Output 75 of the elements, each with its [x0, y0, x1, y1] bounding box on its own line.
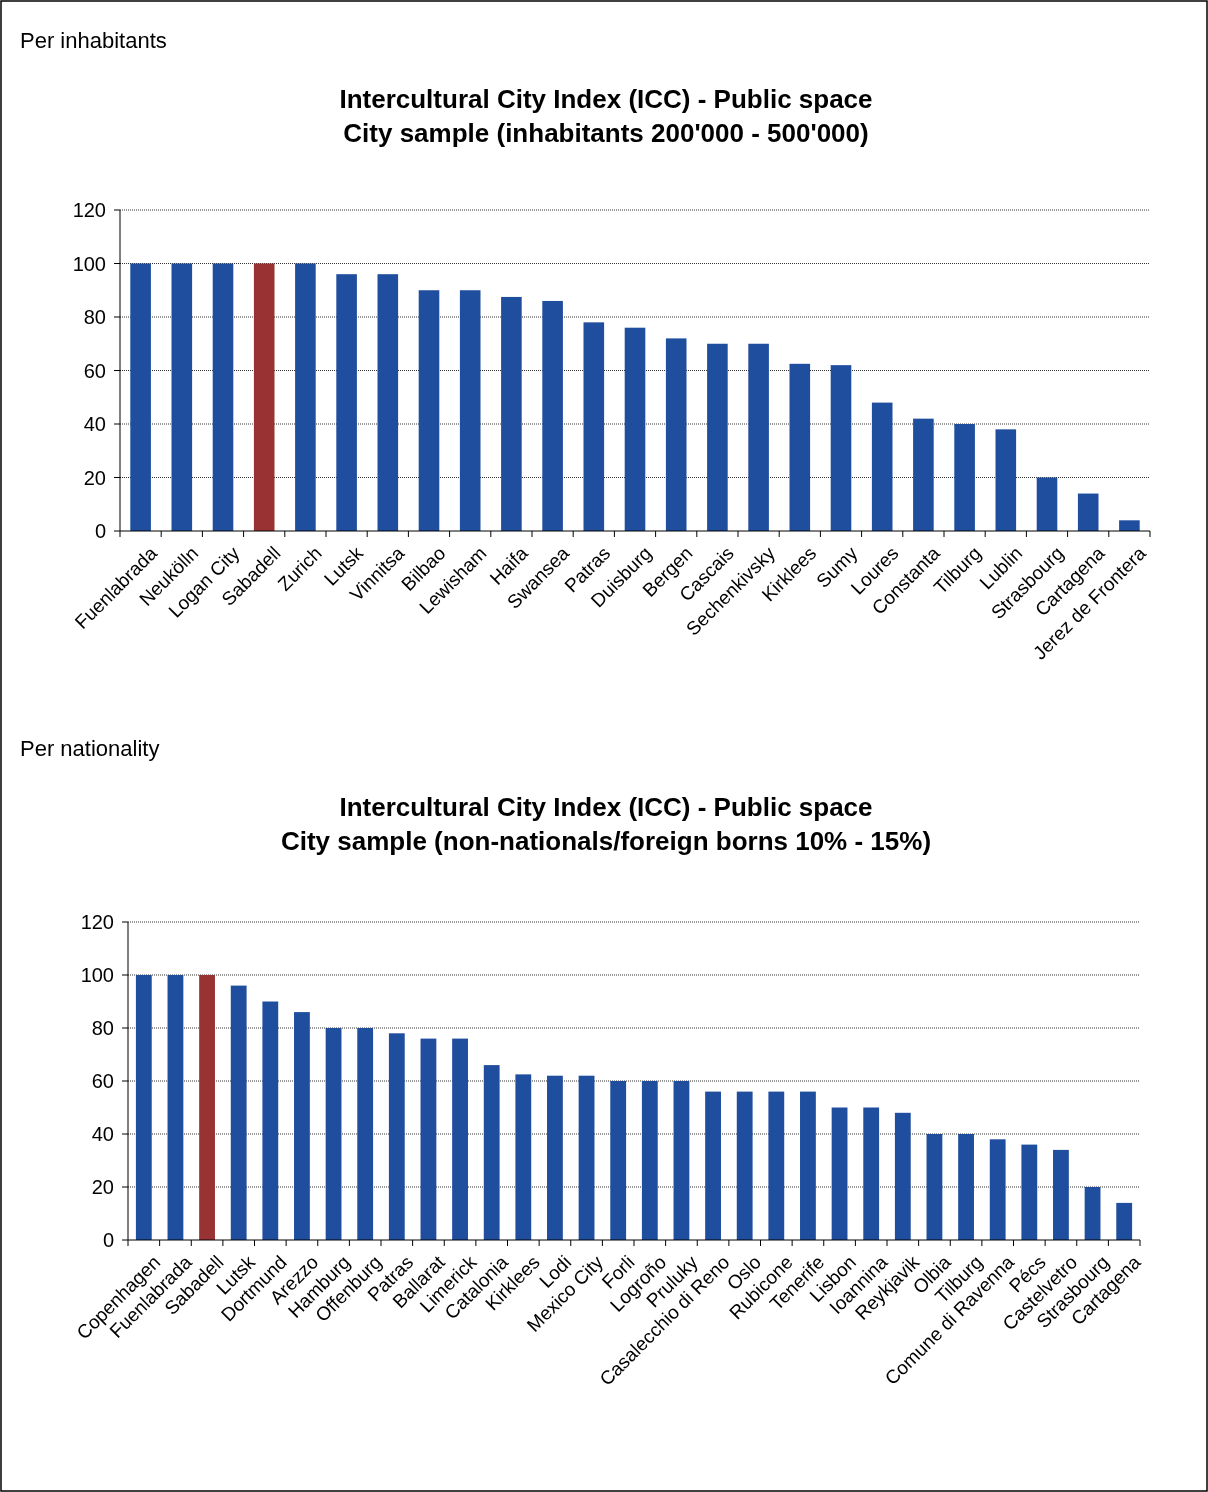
- bar: [167, 975, 184, 1240]
- bar: [459, 290, 481, 531]
- bar: [748, 343, 769, 531]
- bar: [295, 263, 316, 531]
- y-tick-label: 80: [83, 306, 106, 328]
- bar: [135, 975, 152, 1240]
- bar: [800, 1091, 816, 1240]
- bar: [515, 1074, 532, 1241]
- bar: [294, 1012, 310, 1240]
- bar: [1053, 1149, 1069, 1240]
- bar: [673, 1081, 690, 1240]
- y-tick-label: 20: [91, 1176, 114, 1198]
- bar: [789, 363, 811, 531]
- bar: [547, 1075, 563, 1240]
- y-tick-label: 20: [83, 466, 106, 489]
- y-tick-label: 60: [91, 1070, 114, 1092]
- bar: [624, 327, 646, 531]
- bar: [253, 263, 275, 531]
- bar: [958, 1134, 974, 1240]
- y-tick-label: 120: [72, 199, 106, 221]
- bar: [1084, 1187, 1101, 1240]
- bar: [388, 1033, 405, 1240]
- bar: [171, 263, 193, 531]
- text: Per nationality: [20, 736, 160, 761]
- bar: [420, 1038, 437, 1240]
- bar: [377, 274, 399, 531]
- bar: [1036, 477, 1058, 531]
- y-tick-label: 120: [80, 911, 114, 933]
- bar: [954, 424, 975, 531]
- bar: [325, 1028, 342, 1240]
- bar: [578, 1075, 595, 1240]
- text: Per inhabitants: [20, 28, 167, 53]
- bar: [831, 1107, 848, 1240]
- bar: [926, 1134, 943, 1240]
- bar: [610, 1081, 627, 1240]
- bar: [1116, 1202, 1133, 1240]
- bar: [871, 402, 893, 531]
- y-tick-label: 100: [80, 964, 114, 986]
- bar: [199, 975, 215, 1240]
- bar: [336, 274, 357, 531]
- bar: [830, 365, 852, 531]
- bar: [357, 1028, 374, 1240]
- bar: [705, 1091, 721, 1240]
- bar: [483, 1065, 500, 1240]
- bar: [262, 1001, 279, 1240]
- bar: [212, 263, 234, 531]
- bar: [736, 1091, 753, 1240]
- bar: [995, 429, 1017, 531]
- bar: [863, 1107, 880, 1240]
- bar: [452, 1038, 468, 1240]
- y-tick-label: 100: [72, 252, 106, 275]
- y-tick-label: 0: [102, 1229, 114, 1251]
- bar: [583, 322, 605, 531]
- bar: [542, 300, 563, 531]
- bar: [1119, 520, 1140, 531]
- bar: [665, 338, 687, 531]
- bar: [501, 296, 522, 531]
- bar: [418, 290, 440, 531]
- bar: [641, 1081, 658, 1240]
- bar: [989, 1139, 1006, 1240]
- bar: [768, 1091, 785, 1240]
- y-tick-label: 40: [83, 413, 106, 435]
- y-tick-label: 60: [83, 359, 106, 382]
- chart-title: Intercultural City Index (ICC) - Public space City sample (non-nationals/foreign borns 10% - 15%): [280, 792, 932, 856]
- bar: [1077, 493, 1099, 531]
- chart-title: Intercultural City Index (ICC) - Public space City sample (inhabitants 200'000 - 500'000): [339, 84, 873, 148]
- y-tick-label: 40: [91, 1123, 114, 1145]
- bar: [913, 418, 934, 531]
- y-tick-label: 80: [91, 1017, 114, 1039]
- bar: [707, 343, 728, 531]
- y-tick-label: 0: [94, 520, 106, 542]
- bar: [1021, 1144, 1038, 1240]
- bar: [130, 263, 151, 531]
- bar: [230, 985, 247, 1240]
- bar: [894, 1112, 911, 1240]
